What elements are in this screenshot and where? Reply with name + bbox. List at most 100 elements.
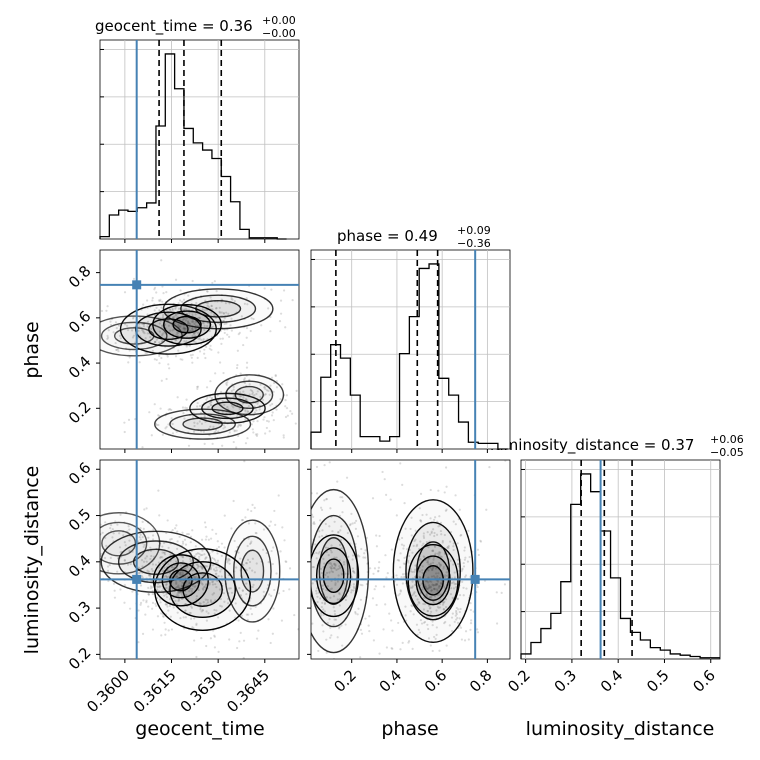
scatter-point: [335, 556, 338, 559]
scatter-point: [344, 572, 347, 575]
scatter-point: [436, 583, 439, 586]
scatter-point: [250, 540, 253, 543]
scatter-point: [333, 613, 337, 616]
scatter-point: [360, 547, 363, 551]
scatter-point: [329, 549, 332, 552]
scatter-point: [467, 638, 470, 641]
scatter-point: [203, 328, 206, 331]
scatter-point: [284, 560, 287, 563]
scatter-point: [161, 433, 164, 436]
scatter-point: [203, 348, 206, 351]
scatter-point: [215, 569, 218, 572]
scatter-point: [87, 573, 89, 575]
scatter-point: [161, 545, 164, 548]
scatter-point: [448, 624, 451, 627]
scatter-point: [356, 535, 360, 538]
scatter-point: [214, 569, 217, 572]
scatter-point: [211, 281, 214, 285]
scatter-point: [230, 317, 233, 320]
scatter-point: [208, 402, 212, 405]
scatter-point: [191, 313, 194, 317]
scatter-point: [419, 519, 422, 522]
scatter-point: [208, 395, 212, 398]
scatter-point: [177, 586, 180, 589]
scatter-point: [175, 524, 178, 527]
scatter-point: [151, 534, 155, 537]
contour-line: [113, 327, 155, 345]
scatter-point: [411, 647, 414, 650]
scatter-point: [132, 316, 135, 319]
scatter-point: [259, 383, 262, 386]
scatter-point: [322, 557, 325, 560]
scatter-point: [407, 641, 410, 644]
scatter-point: [323, 610, 327, 613]
scatter-point: [209, 600, 213, 603]
scatter-point: [176, 332, 180, 335]
scatter-point: [92, 343, 94, 345]
scatter-point: [159, 298, 162, 301]
scatter-point: [176, 396, 179, 399]
scatter-point: [267, 561, 270, 564]
title-geocent-time-plus: +0.00: [262, 14, 296, 27]
scatter-point: [350, 512, 353, 516]
scatter-point: [263, 385, 266, 389]
scatter-point: [436, 580, 440, 583]
scatter-point: [109, 524, 113, 527]
scatter-point: [330, 567, 333, 570]
scatter-point: [164, 574, 168, 578]
scatter-point: [109, 556, 112, 559]
scatter-point: [455, 613, 458, 616]
scatter-point: [198, 558, 201, 561]
scatter-point: [341, 496, 344, 499]
scatter-point: [426, 561, 429, 564]
scatter-point: [403, 556, 406, 559]
scatter-point: [456, 616, 459, 620]
scatter-point: [430, 595, 433, 599]
scatter-point: [142, 325, 146, 328]
scatter-point: [421, 588, 424, 591]
scatter-point: [456, 621, 460, 624]
scatter-point: [402, 547, 405, 550]
scatter-point: [433, 534, 436, 538]
density-cell: [235, 386, 264, 403]
scatter-point: [284, 405, 287, 408]
scatter-point: [189, 329, 192, 333]
scatter-point: [290, 412, 294, 415]
scatter-point: [163, 551, 166, 554]
scatter-point: [431, 566, 434, 570]
scatter-point: [431, 620, 434, 623]
scatter-point: [350, 591, 353, 594]
scatter-point: [374, 585, 377, 588]
scatter-point: [237, 434, 240, 437]
scatter-point: [202, 601, 205, 604]
scatter-point: [155, 423, 158, 427]
scatter-point: [451, 612, 454, 615]
scatter-point: [206, 565, 209, 568]
scatter-point: [341, 644, 344, 647]
scatter-point: [414, 594, 417, 598]
scatter-point: [142, 545, 145, 548]
scatter-point: [175, 594, 178, 597]
scatter-point: [180, 574, 183, 577]
scatter-point: [433, 531, 436, 535]
x-tick-label: 0.2: [504, 666, 534, 696]
scatter-point: [251, 557, 254, 560]
scatter-point: [328, 571, 331, 574]
scatter-point: [230, 591, 234, 594]
scatter-point: [174, 307, 177, 310]
scatter-point: [142, 560, 146, 563]
scatter-point: [183, 326, 186, 330]
scatter-point: [344, 456, 346, 458]
scatter-point: [207, 538, 210, 541]
scatter-point: [131, 317, 135, 320]
scatter-point: [228, 638, 231, 641]
scatter-point: [178, 535, 181, 538]
scatter-point: [332, 623, 335, 626]
scatter-point: [329, 596, 332, 599]
scatter-point: [485, 508, 488, 511]
scatter-point: [409, 570, 412, 573]
scatter-point: [455, 611, 458, 614]
scatter-point: [373, 567, 377, 570]
scatter-point: [118, 324, 121, 327]
scatter-point: [353, 521, 356, 524]
